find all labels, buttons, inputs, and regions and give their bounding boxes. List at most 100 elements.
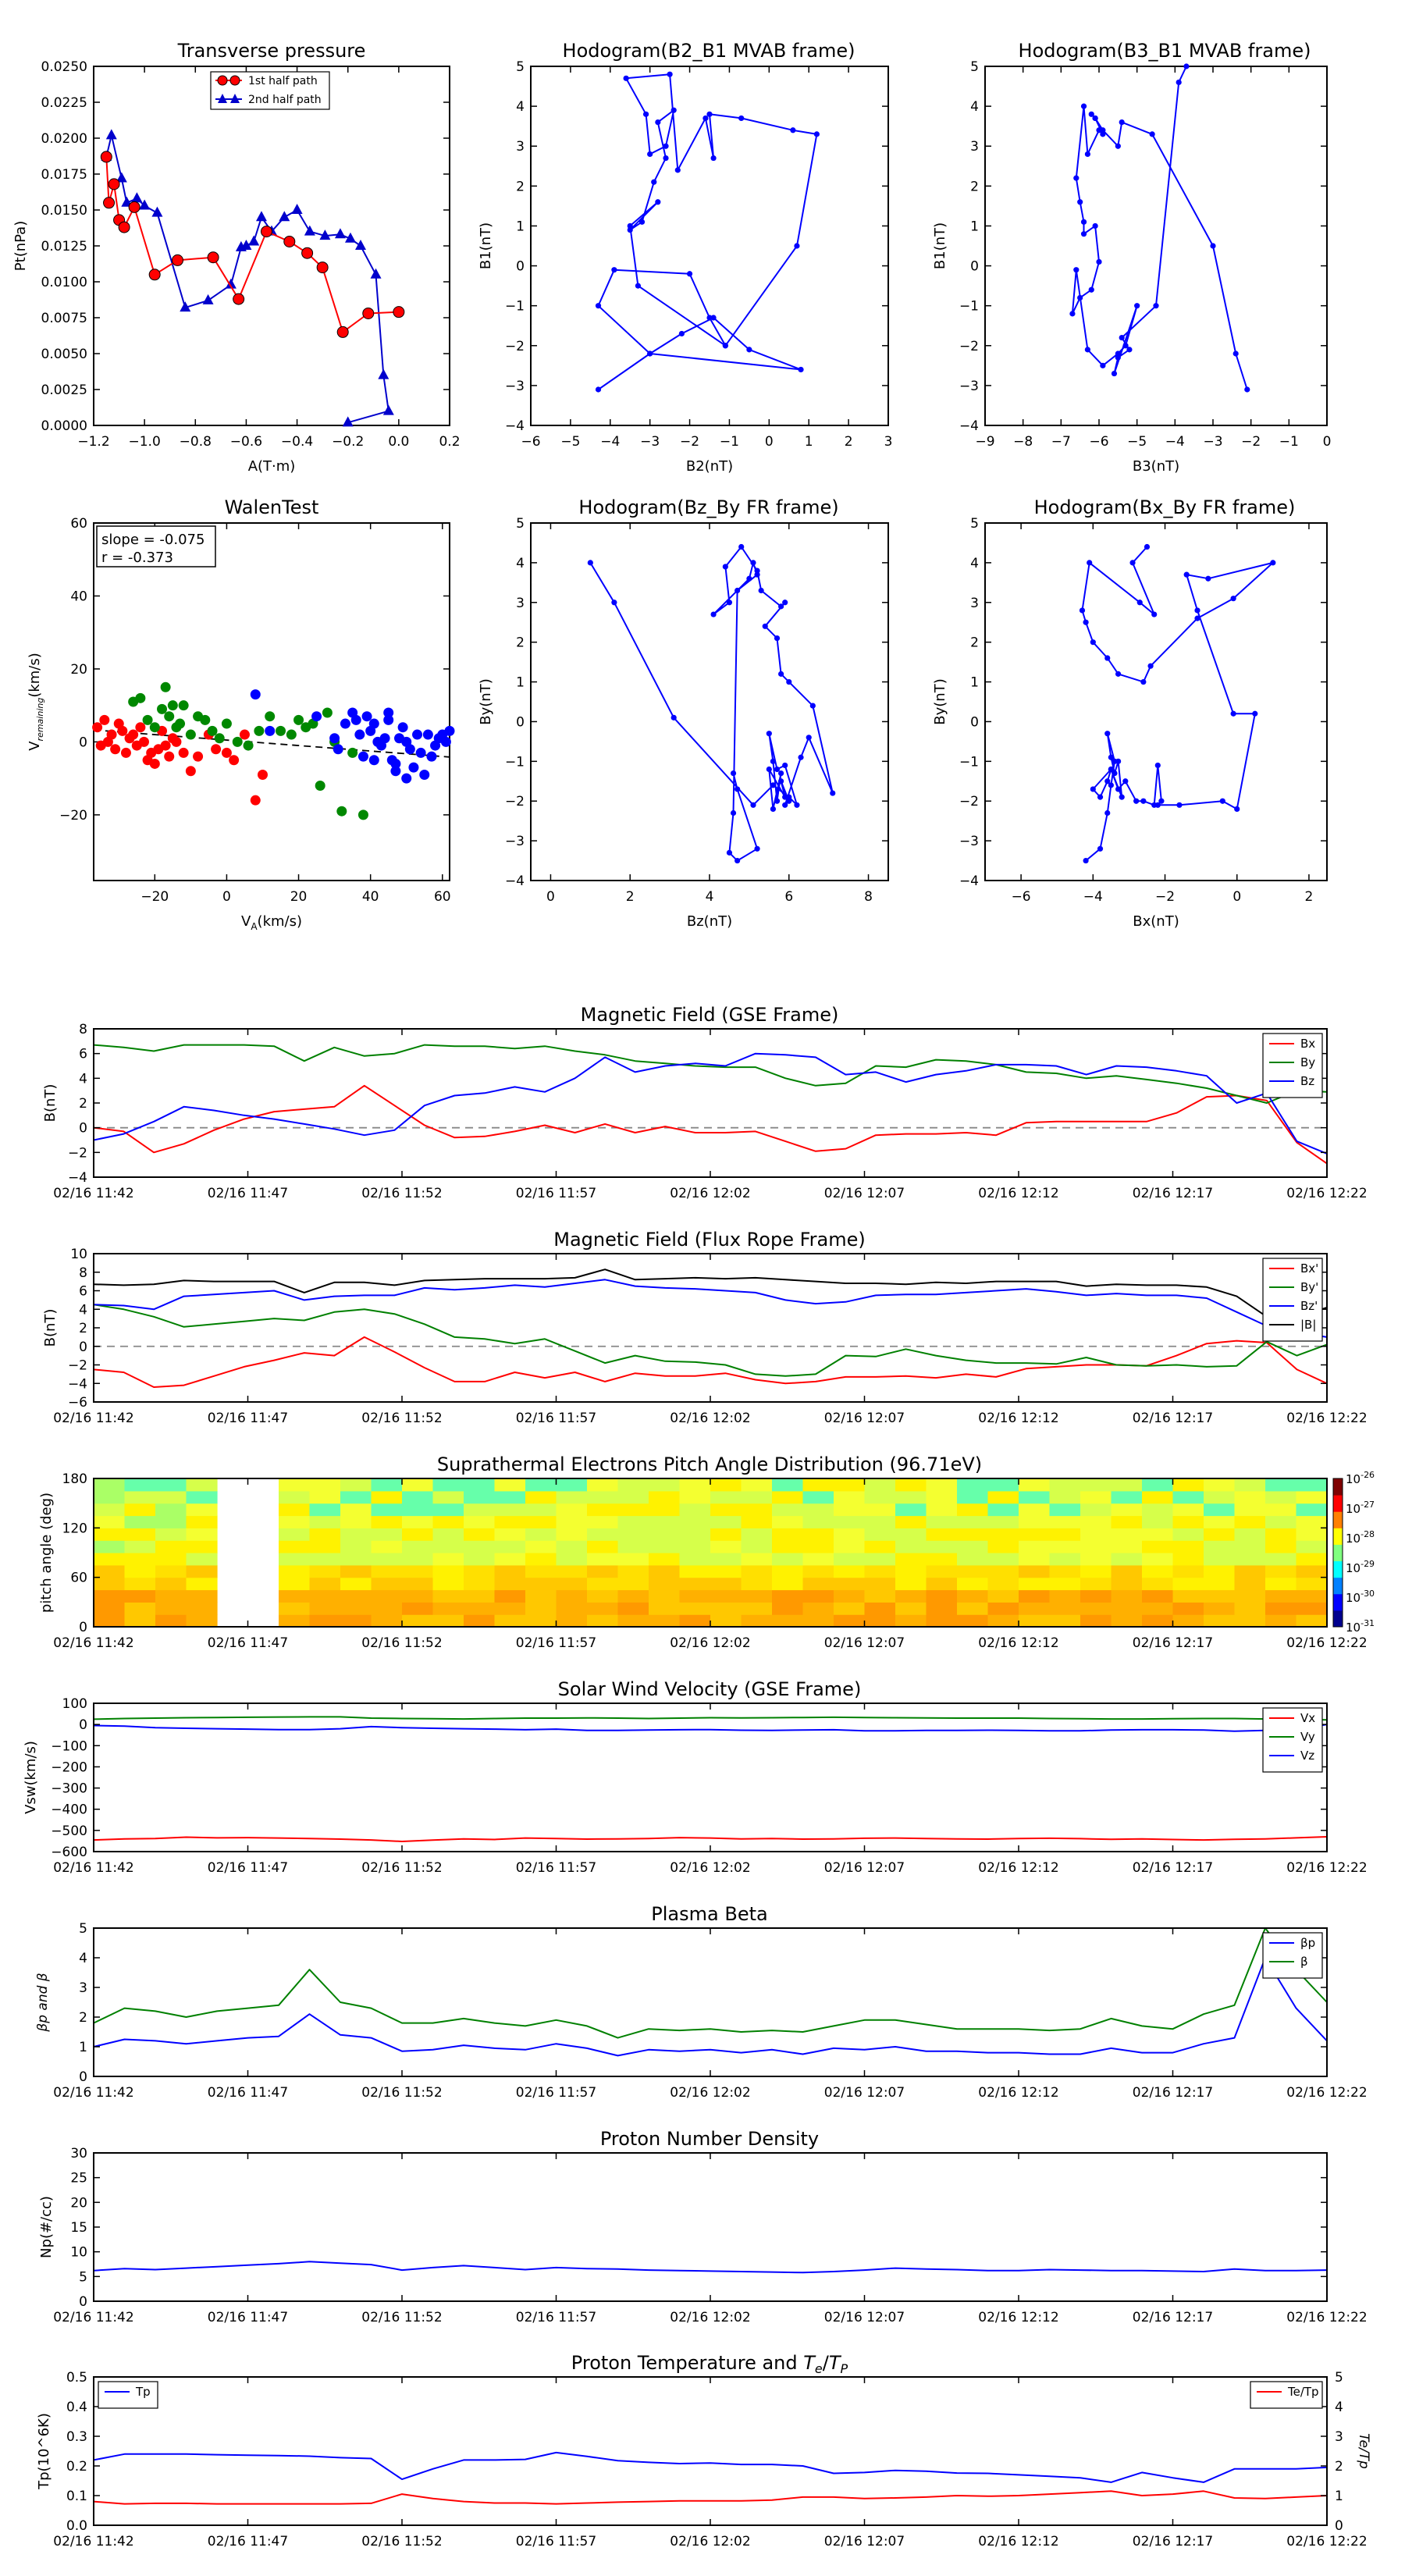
heatmap-cell: [1142, 1540, 1174, 1553]
legend-box: [1250, 2381, 1323, 2409]
heatmap-cell: [957, 1515, 989, 1528]
circle-marker: [301, 247, 314, 259]
heatmap-cell: [957, 1478, 989, 1492]
heatmap-cell: [464, 1602, 496, 1615]
scatter-point: [265, 725, 276, 736]
heatmap-cell: [186, 1515, 218, 1528]
heatmap-cell: [834, 1528, 866, 1541]
heatmap-cell: [525, 1564, 557, 1578]
heatmap-cell: [1019, 1577, 1051, 1591]
hodogram-point: [686, 271, 693, 277]
x-tick-label: −4: [1165, 434, 1185, 450]
x-tick-label: 6: [784, 889, 793, 905]
chart-title-transverse-pressure: Transverse pressure: [177, 40, 366, 62]
y-axis-label: By(nT): [932, 678, 948, 724]
heatmap-cell: [432, 1577, 464, 1591]
legend-marker-2nd-half: [218, 94, 227, 103]
y-tick-label: 1: [970, 675, 979, 691]
plot-frame: [93, 1028, 1328, 1178]
y-tick-label: −4: [505, 418, 525, 434]
y-tick-label: 3: [970, 139, 979, 155]
heatmap-cell: [94, 1515, 126, 1528]
heatmap-cell: [1265, 1540, 1297, 1553]
legend-label: Bz: [1300, 1074, 1314, 1088]
y-tick-label: 0.0: [66, 2518, 87, 2534]
chart-title-plasma-beta: Plasma Beta: [651, 1903, 767, 1925]
x-tick-label: 02/16 11:57: [516, 1635, 596, 1651]
x-tick-label: −9: [975, 434, 994, 450]
heatmap-cell: [1049, 1589, 1081, 1603]
x-axis-label: VA(km/s): [241, 913, 302, 932]
y-tick-label: 20: [70, 2195, 87, 2211]
chart-title-magnetic-field-fr: Magnetic Field (Flux Rope Frame): [553, 1229, 865, 1251]
x-tick-label: 2: [845, 434, 853, 450]
scatter-point: [315, 780, 325, 791]
scatter-point: [160, 740, 171, 751]
x-tick-label: −5: [1127, 434, 1147, 450]
hodogram-point: [1210, 243, 1216, 249]
heatmap-cell: [340, 1528, 372, 1541]
x-tick-label: −20: [140, 889, 169, 905]
circle-marker: [171, 254, 183, 266]
y-tick-label: 6: [79, 1284, 87, 1300]
heatmap-cell: [432, 1589, 464, 1603]
heatmap-cell: [710, 1577, 742, 1591]
hodogram-point: [647, 350, 653, 357]
heatmap-cell: [279, 1577, 311, 1591]
heatmap-cell: [279, 1614, 311, 1628]
heatmap-cell: [741, 1540, 773, 1553]
scatter-point: [422, 729, 433, 740]
heatmap-cell: [1265, 1564, 1297, 1578]
x-tick-label: −2: [680, 434, 699, 450]
heatmap-cell: [1265, 1589, 1297, 1603]
heatmap-cell: [1142, 1577, 1174, 1591]
hodogram-point: [758, 587, 764, 594]
hodogram-point: [778, 770, 784, 777]
heatmap-cell: [155, 1478, 187, 1492]
chart-title-hodogram-bz-by: Hodogram(Bz_By FR frame): [578, 496, 838, 518]
heatmap-cell: [1234, 1602, 1266, 1615]
scatter-point: [361, 711, 372, 722]
plot-frame: [93, 2376, 1328, 2526]
hodogram-point: [1073, 175, 1080, 181]
heatmap-cell: [124, 1515, 156, 1528]
heatmap-cell: [371, 1490, 403, 1504]
heatmap-cell: [155, 1540, 187, 1553]
heatmap-cell: [772, 1540, 804, 1553]
scatter-point: [185, 729, 196, 740]
heatmap-cell: [371, 1602, 403, 1615]
heatmap-cell: [340, 1540, 372, 1553]
heatmap-cell: [1049, 1478, 1081, 1492]
chart-solar-wind-velocity: −600 −500 −400 −300 −200 −100 0 100 02/16 11:42 0…: [23, 1696, 1368, 1876]
y-tick-label: 3: [79, 1980, 87, 1996]
heatmap-cell: [587, 1577, 619, 1591]
x-tick-label: −1.0: [129, 434, 161, 450]
hodogram-point: [1069, 311, 1076, 317]
hodogram-point: [1144, 543, 1151, 550]
x-tick-label: 02/16 12:02: [670, 1411, 750, 1426]
heatmap-cell: [1111, 1528, 1143, 1541]
y-tick-label: 120: [62, 1521, 87, 1536]
x-tick-label: 02/16 11:52: [361, 2310, 442, 2325]
heatmap-cell: [926, 1540, 958, 1553]
plot-frame: [984, 522, 1328, 881]
heatmap-cell: [802, 1553, 834, 1566]
hodogram-point: [1108, 754, 1114, 760]
y-tick-label: 0.0150: [41, 203, 87, 219]
x-tick-label: 02/16 12:17: [1133, 2534, 1213, 2549]
y-tick-label: 0.2: [66, 2459, 87, 2475]
hodogram-point: [1108, 782, 1114, 788]
y-tick-label: −2: [68, 1358, 87, 1374]
heatmap-cell: [679, 1528, 711, 1541]
heatmap-cell: [556, 1515, 588, 1528]
x-tick-label: 02/16 12:22: [1286, 2534, 1367, 2549]
y-tick-label-right: 3: [1335, 2429, 1343, 2445]
heatmap-cell: [741, 1490, 773, 1504]
series-line: [93, 2490, 1328, 2505]
heatmap-cell: [710, 1564, 742, 1578]
hodogram-point: [1079, 607, 1086, 614]
y-tick-label: 100: [62, 1696, 87, 1712]
heatmap-cell: [556, 1503, 588, 1517]
heatmap-cell: [1142, 1614, 1174, 1628]
x-tick-label: 60: [434, 889, 451, 905]
